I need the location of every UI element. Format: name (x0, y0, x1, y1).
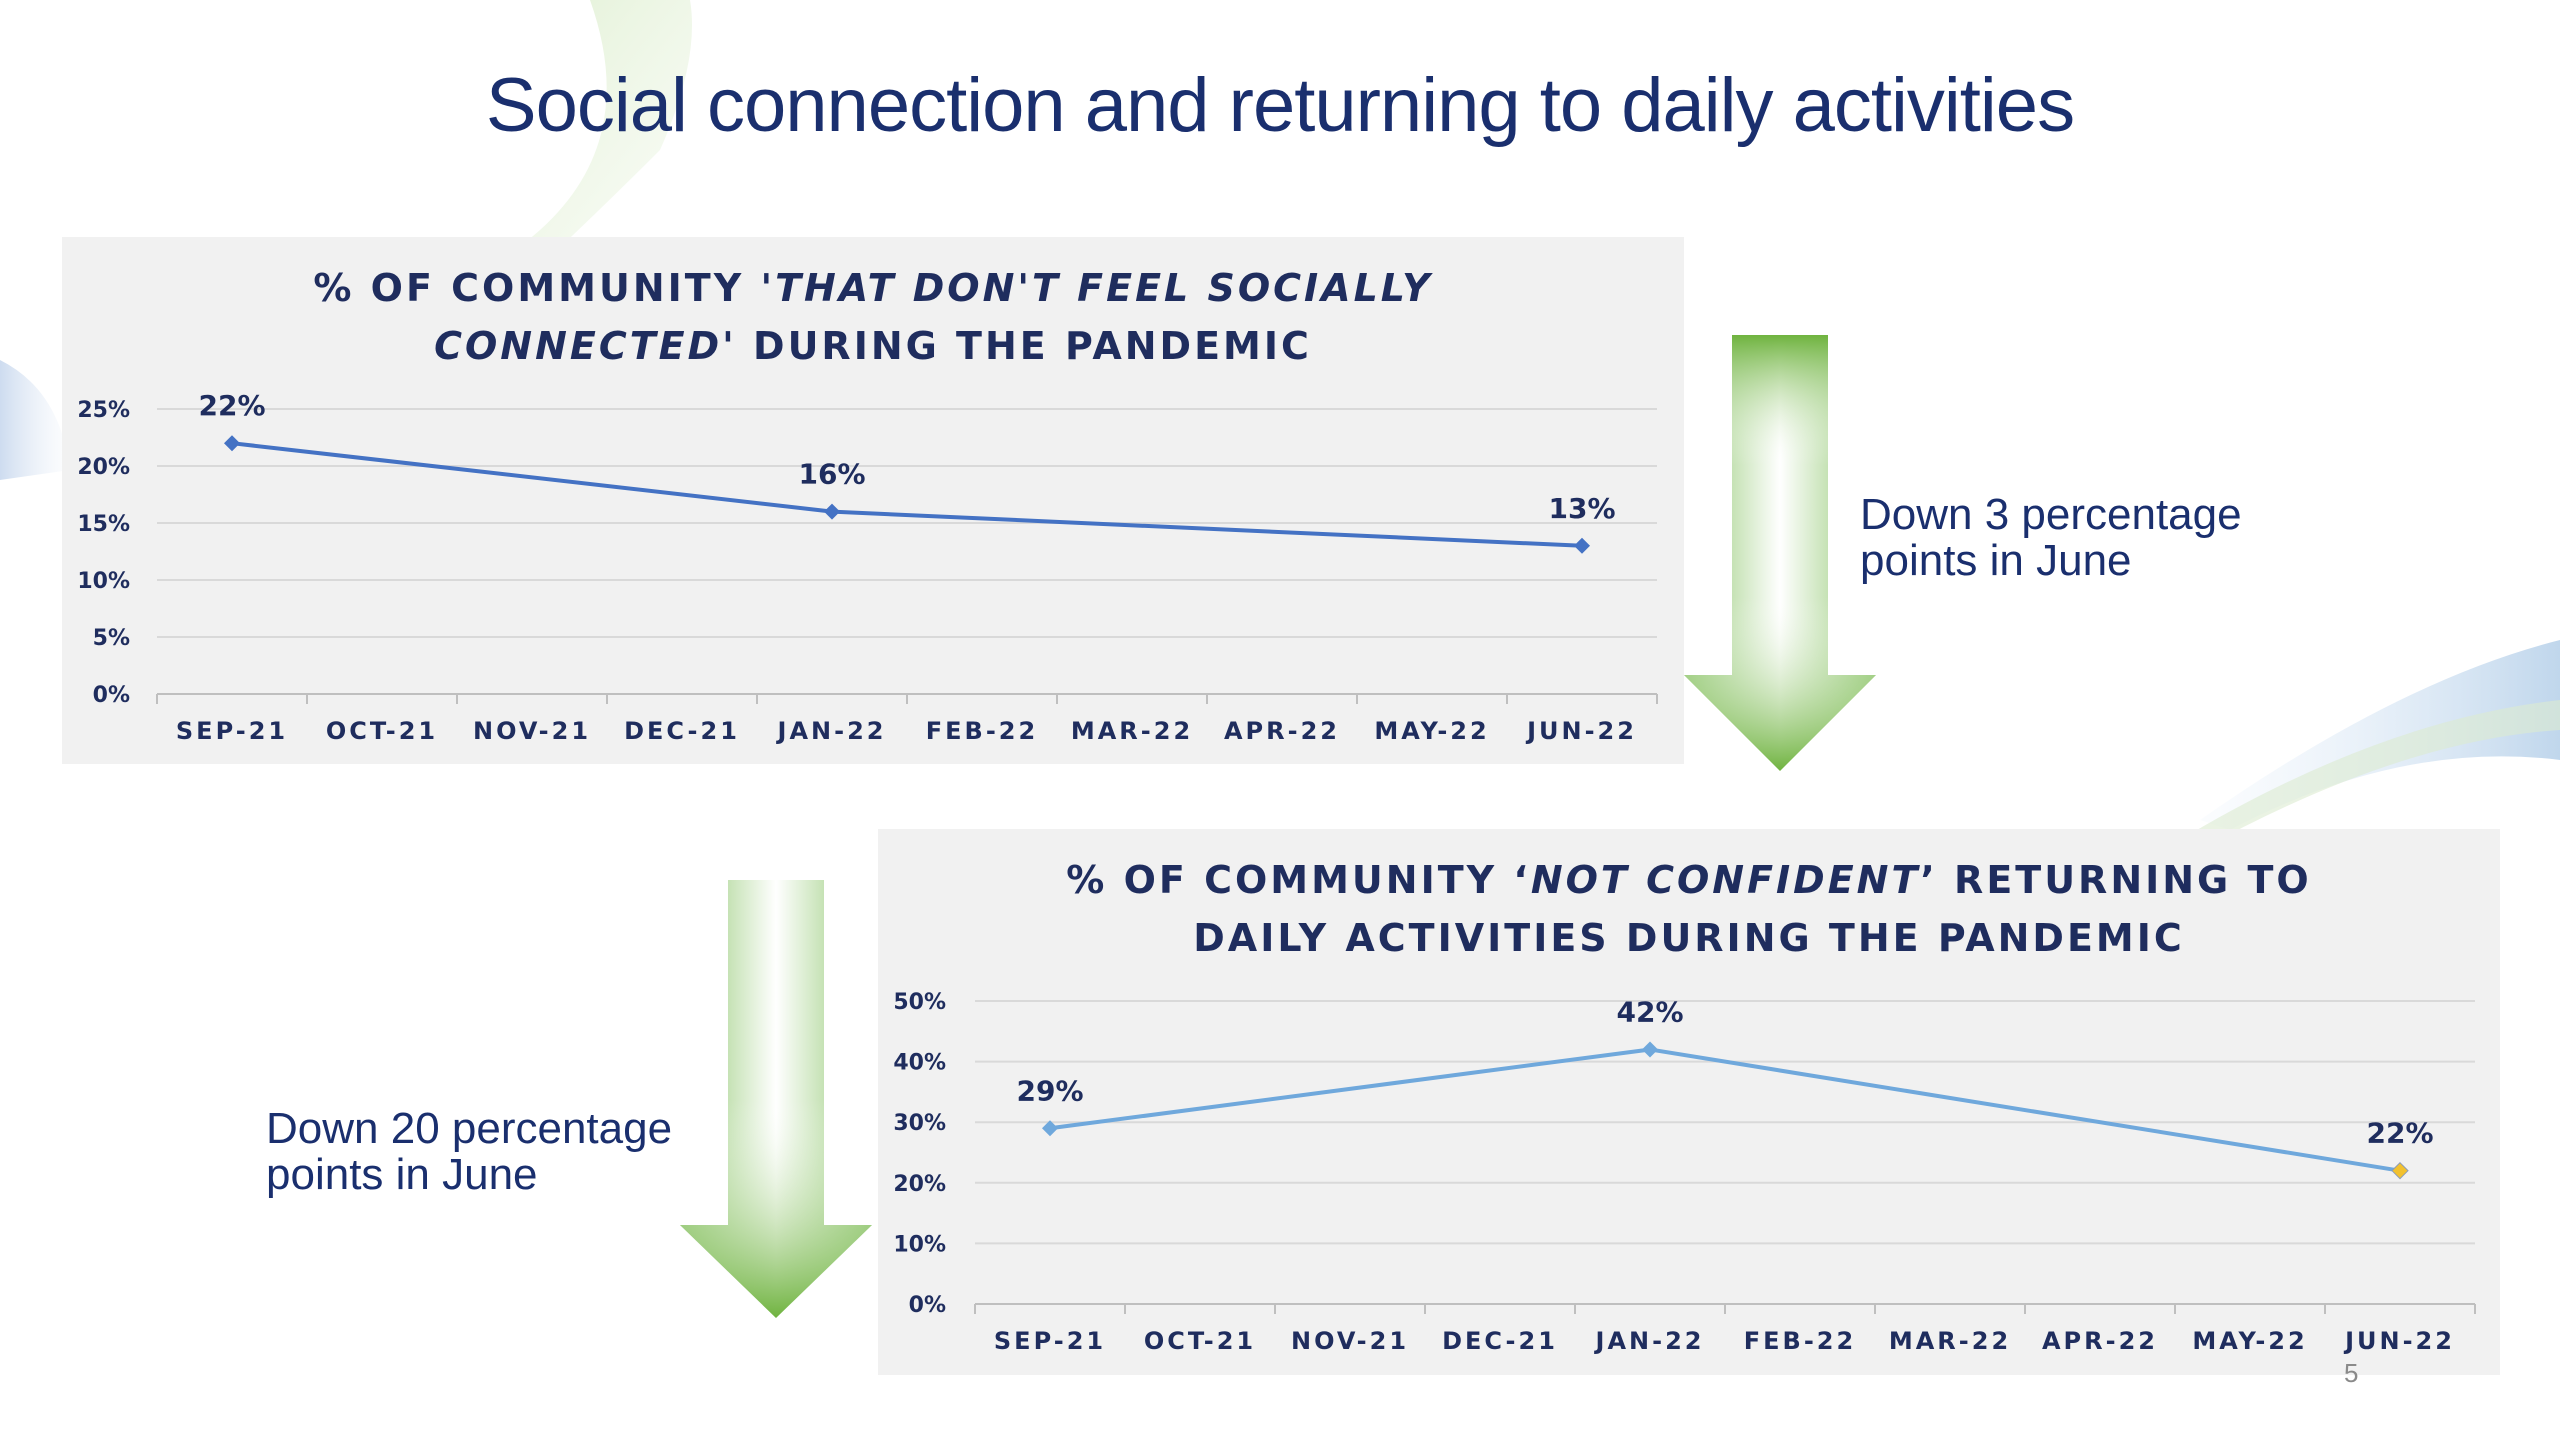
y-tick-label: 50% (893, 990, 946, 1015)
y-tick-label: 5% (93, 626, 130, 651)
x-tick-label: APR-22 (1224, 717, 1340, 745)
y-tick-label: 15% (77, 512, 130, 537)
chart-title-part: ’ RETURNING TO (1920, 858, 2312, 902)
down-arrow-icon (1684, 335, 1876, 771)
series-line (231, 441, 1583, 548)
y-tick-label: 20% (77, 455, 130, 480)
data-label: 22% (2366, 1117, 2433, 1150)
data-point-marker (1574, 537, 1590, 554)
chart-title: % OF COMMUNITY 'THAT DON'T FEEL SOCIALLY… (62, 259, 1684, 375)
data-label: 42% (1616, 995, 1683, 1028)
data-label: 22% (198, 389, 265, 422)
y-tick-label: 30% (893, 1111, 946, 1136)
y-tick-label: 20% (893, 1172, 946, 1197)
series-line (1049, 1047, 2401, 1173)
x-tick-label: JUN-22 (1525, 717, 1637, 745)
y-tick-label: 0% (909, 1293, 946, 1318)
chart2-change-note: Down 20 percentage points in June (266, 1106, 672, 1198)
x-tick-label: DEC-21 (624, 717, 740, 745)
chart-title: % OF COMMUNITY ‘NOT CONFIDENT’ RETURNING… (878, 851, 2500, 967)
x-tick-label: JAN-22 (776, 717, 887, 745)
x-tick-label: FEB-22 (1744, 1327, 1856, 1355)
y-tick-label: 10% (77, 569, 130, 594)
chart-plot-not-confident: 0% 10% 20% 30% 40% 50% SEP-21 OCT-21 NOV-21 DEC-2… (893, 990, 2476, 1355)
x-tick-label: OCT-21 (326, 717, 438, 745)
x-tick-label: MAY-22 (1374, 717, 1489, 745)
x-tick-label: DEC-21 (1442, 1327, 1558, 1355)
x-tick-label: SEP-21 (176, 717, 288, 745)
y-tick-label: 0% (93, 683, 130, 708)
x-tick-label: FEB-22 (926, 717, 1038, 745)
x-tick-label: MAY-22 (2192, 1327, 2307, 1355)
page-number: 5 (2344, 1358, 2359, 1388)
data-label: 13% (1548, 492, 1615, 525)
chart-panel-socially-connected: % OF COMMUNITY 'THAT DON'T FEEL SOCIALLY… (62, 237, 1684, 764)
note-line: points in June (266, 1150, 538, 1199)
data-label: 29% (1016, 1074, 1083, 1107)
x-tick-label: MAR-22 (1071, 717, 1193, 745)
data-point-marker (2391, 1161, 2409, 1180)
data-point-marker (1042, 1120, 1058, 1137)
chart-plot-socially-connected: 0% 5% 10% 15% 20% 25% SEP-21 OCT-21 NOV-21 DEC-21… (77, 389, 1658, 745)
chart-title-part: % OF COMMUNITY (313, 266, 761, 310)
chart1-change-note: Down 3 percentage points in June (1860, 492, 2242, 584)
x-tick-label: MAR-22 (1889, 1327, 2011, 1355)
chart-title-emphasis: 'THAT DON'T FEEL SOCIALLY (760, 266, 1433, 310)
chart-title-emphasis: CONNECTED (434, 324, 723, 368)
y-tick-label: 25% (77, 398, 130, 423)
x-tick-label: OCT-21 (1144, 1327, 1256, 1355)
data-point-marker (224, 435, 240, 452)
chart-title-emphasis: NOT CONFIDENT (1530, 858, 1921, 902)
chart-panel-not-confident: % OF COMMUNITY ‘NOT CONFIDENT’ RETURNING… (878, 829, 2500, 1375)
y-tick-label: 10% (893, 1232, 946, 1257)
y-tick-label: 40% (893, 1051, 946, 1076)
data-point-marker (1642, 1041, 1658, 1058)
x-tick-label: SEP-21 (994, 1327, 1106, 1355)
down-arrow-icon (680, 880, 872, 1318)
note-line: Down 3 percentage (1860, 490, 2242, 539)
x-tick-label: APR-22 (2042, 1327, 2158, 1355)
data-point-marker (824, 503, 840, 520)
x-tick-label: JUN-22 (2343, 1327, 2455, 1355)
x-tick-label: NOV-21 (473, 717, 591, 745)
note-line: Down 20 percentage (266, 1104, 673, 1153)
slide-title: Social connection and returning to daily… (485, 63, 2075, 148)
chart-title-part: % OF COMMUNITY ‘ (1066, 858, 1531, 902)
chart-title-part: ' DURING THE PANDEMIC (722, 324, 1312, 368)
x-tick-label: NOV-21 (1291, 1327, 1409, 1355)
x-tick-label: JAN-22 (1594, 1327, 1705, 1355)
note-line: points in June (1860, 536, 2132, 585)
chart-title-part: DAILY ACTIVITIES DURING THE PANDEMIC (1193, 916, 2185, 960)
data-label: 16% (798, 458, 865, 491)
